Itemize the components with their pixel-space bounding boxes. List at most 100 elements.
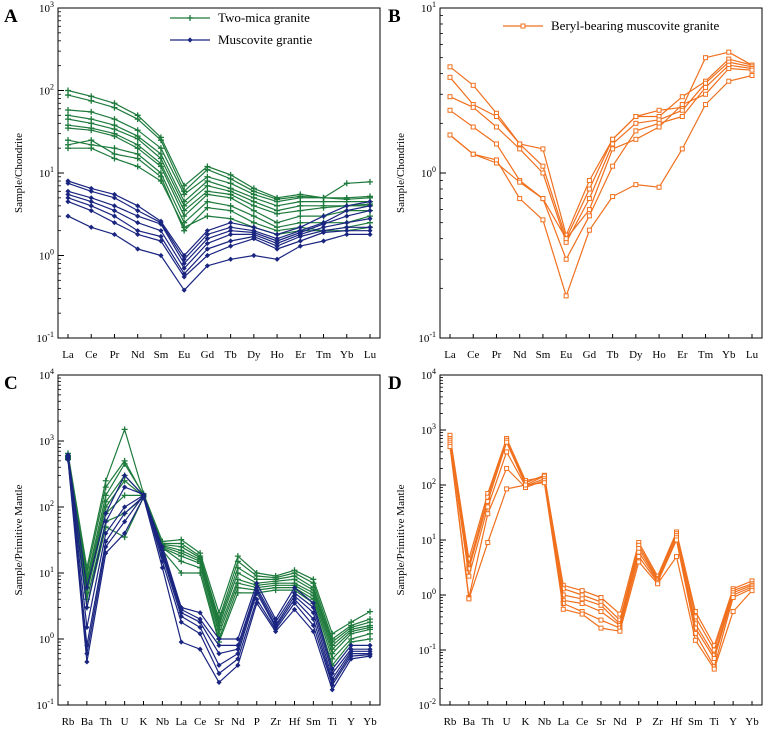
data-point bbox=[344, 220, 350, 226]
data-point bbox=[88, 185, 94, 192]
x-tick-label-u: U bbox=[121, 716, 129, 728]
data-point bbox=[586, 207, 592, 213]
x-tick-label-la: La bbox=[444, 349, 456, 361]
data-point bbox=[135, 208, 141, 214]
series-C-0-5 bbox=[65, 455, 373, 657]
data-point bbox=[197, 631, 203, 637]
series-A-0-6 bbox=[65, 125, 373, 226]
data-point bbox=[367, 642, 373, 648]
data-point bbox=[274, 231, 280, 238]
data-point bbox=[204, 191, 211, 198]
data-point bbox=[367, 630, 373, 637]
y-tick-label: 102 bbox=[39, 83, 54, 98]
data-point bbox=[197, 610, 203, 616]
data-point bbox=[703, 102, 709, 108]
data-point bbox=[610, 163, 616, 169]
data-point bbox=[291, 585, 298, 591]
x-tick-label-lu: Lu bbox=[364, 349, 377, 361]
data-point bbox=[84, 651, 90, 657]
data-point bbox=[134, 145, 141, 152]
data-point bbox=[447, 94, 453, 100]
data-point bbox=[111, 213, 118, 219]
data-point bbox=[679, 107, 685, 113]
data-point bbox=[111, 104, 118, 111]
series-B-0-4 bbox=[447, 65, 755, 242]
data-point bbox=[111, 155, 118, 162]
data-point bbox=[228, 220, 234, 226]
data-point bbox=[140, 494, 147, 500]
series-D-0-2 bbox=[447, 437, 755, 658]
data-point bbox=[197, 570, 204, 576]
x-tick-label-th: Th bbox=[100, 716, 113, 728]
data-point bbox=[158, 228, 164, 234]
data-point bbox=[227, 207, 234, 214]
data-point bbox=[297, 213, 304, 220]
data-point bbox=[216, 679, 222, 686]
data-point bbox=[122, 510, 128, 516]
y-tick-label: 10-1 bbox=[418, 330, 436, 345]
data-point bbox=[103, 544, 109, 550]
data-point bbox=[204, 246, 210, 252]
data-point bbox=[274, 210, 281, 217]
data-point bbox=[610, 136, 616, 142]
data-point bbox=[310, 610, 316, 616]
data-point bbox=[204, 182, 211, 189]
data-point bbox=[633, 114, 639, 120]
x-tick-label-hf: Hf bbox=[289, 716, 301, 728]
data-point bbox=[197, 646, 203, 652]
series-line bbox=[67, 197, 370, 275]
data-point bbox=[102, 484, 109, 491]
data-point bbox=[367, 608, 373, 615]
data-point bbox=[250, 207, 257, 214]
x-tick-label-nd: Nd bbox=[231, 716, 245, 728]
data-point bbox=[65, 92, 71, 99]
data-point bbox=[586, 196, 592, 202]
y-tick-label: 100 bbox=[39, 631, 54, 646]
x-tick-label-ba: Ba bbox=[81, 716, 93, 728]
data-point bbox=[135, 246, 141, 252]
data-point bbox=[84, 642, 90, 648]
data-point bbox=[703, 55, 709, 61]
data-point bbox=[254, 580, 260, 586]
data-point bbox=[88, 195, 94, 201]
x-tick-label-yb: Yb bbox=[745, 716, 759, 728]
y-tick-label: 104 bbox=[421, 367, 436, 382]
data-point bbox=[84, 585, 90, 591]
data-point bbox=[234, 553, 241, 560]
data-point bbox=[84, 604, 90, 611]
data-point bbox=[157, 177, 164, 184]
y-tick-label: 101 bbox=[39, 565, 54, 580]
data-point bbox=[711, 666, 717, 672]
data-point bbox=[674, 537, 679, 543]
data-point bbox=[470, 82, 476, 88]
data-point bbox=[204, 252, 210, 259]
data-point bbox=[297, 207, 304, 214]
series-line bbox=[67, 180, 371, 257]
data-point bbox=[447, 64, 453, 70]
y-axis-label: Sample/Chondrite bbox=[13, 133, 25, 213]
data-point bbox=[563, 256, 569, 262]
data-point bbox=[84, 659, 90, 665]
plot-frame bbox=[57, 7, 381, 339]
data-point bbox=[228, 243, 234, 249]
data-point bbox=[692, 625, 698, 631]
data-point bbox=[254, 590, 260, 596]
series-B-0-2 bbox=[447, 59, 755, 245]
data-point bbox=[251, 236, 257, 242]
data-point bbox=[204, 198, 211, 205]
data-point bbox=[291, 606, 298, 613]
data-point bbox=[703, 91, 709, 97]
data-point bbox=[102, 504, 109, 510]
data-point bbox=[291, 590, 298, 596]
data-point bbox=[274, 240, 280, 247]
data-point bbox=[679, 114, 685, 120]
y-tick-label: 10-1 bbox=[36, 697, 54, 712]
data-point bbox=[485, 511, 491, 517]
legend: Two-mica granite Muscovite grantie bbox=[170, 10, 312, 47]
data-point bbox=[88, 97, 95, 104]
data-point bbox=[579, 596, 585, 602]
y-tick-label: 10-1 bbox=[36, 330, 54, 345]
data-point bbox=[610, 146, 616, 152]
data-point bbox=[320, 221, 327, 227]
data-point bbox=[493, 141, 499, 147]
